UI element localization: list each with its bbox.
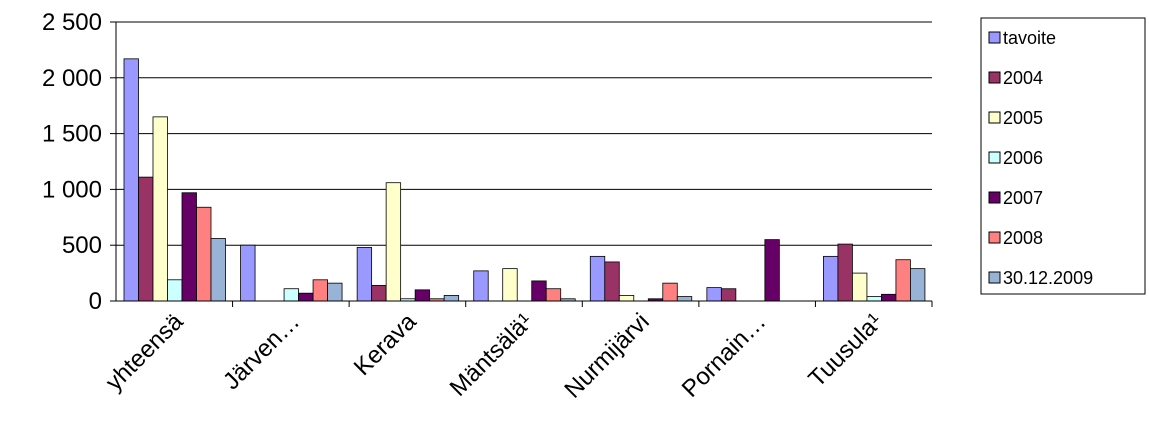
bar-tavoite [240, 244, 256, 302]
x-tick-label: Mäntsälä¹ [445, 308, 539, 402]
x-tick-label: yhteensä [101, 308, 189, 396]
bar-30-12-2009 [910, 268, 926, 302]
legend-swatch [988, 111, 1001, 124]
legend-label: 2007 [1003, 188, 1043, 208]
legend-swatch [988, 31, 1001, 44]
bar-30-12-2009 [676, 296, 693, 302]
legend-label: 2008 [1003, 228, 1043, 248]
bar-tavoite [823, 255, 839, 302]
bar-2004 [720, 288, 737, 302]
bar-2007 [881, 293, 897, 302]
bar-2008 [895, 259, 911, 302]
bar-30-12-2009 [327, 282, 343, 302]
bars [123, 58, 926, 302]
bar-2004 [837, 243, 853, 302]
x-tick-label: Nurmijärvi [559, 308, 654, 403]
y-tick-label: 0 [89, 288, 102, 315]
bar-2008 [312, 279, 328, 302]
x-tick-label: Pornain… [677, 308, 772, 403]
bar-tavoite [706, 287, 722, 302]
legend-label: 30.12.2009 [1003, 268, 1093, 288]
bar-2008 [662, 282, 678, 302]
bar-2007 [181, 192, 197, 302]
legend: tavoite 2004 2005 2006 2007 2008 30.12.2009 [980, 17, 1146, 295]
legend-label: 2004 [1003, 68, 1043, 88]
bar-2007 [298, 292, 314, 302]
bar-2008 [196, 206, 212, 302]
y-tick-label: 1 500 [42, 121, 102, 148]
axes [115, 22, 933, 307]
legend-swatch [988, 71, 1001, 84]
y-tick-label: 2 500 [42, 9, 102, 36]
legend-swatch [988, 231, 1001, 244]
legend-swatch [988, 151, 1001, 164]
bar-2005 [618, 295, 635, 302]
bar-tavoite [589, 255, 606, 302]
legend-label: tavoite [1003, 28, 1056, 48]
bar-30-12-2009 [443, 295, 460, 302]
bar-2004 [138, 176, 154, 302]
gridlines [110, 21, 932, 302]
bar-2008 [545, 288, 562, 302]
bar-2007 [414, 289, 431, 302]
bar-2006 [283, 288, 299, 302]
bar-2004 [371, 284, 387, 302]
bar-2007 [531, 280, 547, 302]
legend-label: 2006 [1003, 148, 1043, 168]
legend-label: 2005 [1003, 108, 1043, 128]
x-tick-label: Kerava [349, 308, 422, 381]
bar-2005 [502, 268, 518, 302]
bar-tavoite [123, 58, 139, 302]
legend-swatch [988, 191, 1001, 204]
y-tick-label: 1 000 [42, 176, 102, 203]
bar-2004 [604, 261, 620, 302]
y-tick-label: 2 000 [42, 65, 102, 92]
bar-2007 [764, 239, 780, 302]
legend-swatch [988, 271, 1001, 284]
y-axis-ticks: 0 500 1 000 1 500 2 000 2 500 [42, 9, 102, 315]
bar-2005 [385, 182, 402, 302]
x-axis-ticks: yhteensä Järven… Kerava Mäntsälä¹ Nurmijärvi… [101, 308, 888, 404]
x-tick-label: Järven… [218, 308, 305, 395]
x-tick-label: Tuusula¹ [803, 308, 887, 392]
bar-tavoite [473, 270, 489, 302]
bar-2006 [866, 296, 882, 302]
bar-2005 [852, 272, 868, 302]
y-tick-label: 500 [62, 232, 102, 259]
bar-tavoite [356, 247, 373, 302]
bar-2005 [152, 116, 168, 302]
legend-box [980, 17, 1146, 295]
bar-2006 [167, 279, 183, 302]
bar-30-12-2009 [210, 238, 226, 302]
